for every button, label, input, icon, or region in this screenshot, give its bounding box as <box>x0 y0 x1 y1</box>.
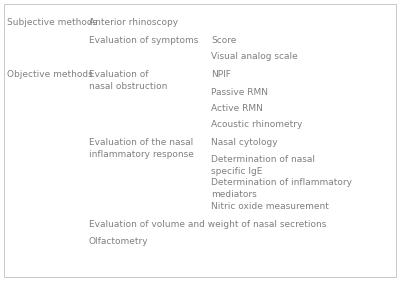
Text: Evaluation of
nasal obstruction: Evaluation of nasal obstruction <box>89 70 167 91</box>
Text: Evaluation of volume and weight of nasal secretions: Evaluation of volume and weight of nasal… <box>89 220 326 229</box>
Text: Anterior rhinoscopy: Anterior rhinoscopy <box>89 18 178 27</box>
Text: Olfactometry: Olfactometry <box>89 237 148 246</box>
Text: Determination of inflammatory
mediators: Determination of inflammatory mediators <box>211 178 352 199</box>
Text: Evaluation of the nasal
inflammatory response: Evaluation of the nasal inflammatory res… <box>89 138 194 159</box>
Text: Nitric oxide measurement: Nitric oxide measurement <box>211 202 329 211</box>
Text: Acoustic rhinometry: Acoustic rhinometry <box>211 120 302 129</box>
Text: Nasal cytology: Nasal cytology <box>211 138 278 147</box>
Text: Objective methods: Objective methods <box>7 70 93 79</box>
Text: Determination of nasal
specific IgE: Determination of nasal specific IgE <box>211 155 315 176</box>
Text: Visual analog scale: Visual analog scale <box>211 52 298 61</box>
Text: Passive RMN: Passive RMN <box>211 88 268 97</box>
Text: Evaluation of symptoms: Evaluation of symptoms <box>89 36 198 45</box>
Text: NPIF: NPIF <box>211 70 231 79</box>
Text: Subjective methods: Subjective methods <box>7 18 98 27</box>
Text: Active RMN: Active RMN <box>211 104 263 113</box>
Text: Score: Score <box>211 36 236 45</box>
